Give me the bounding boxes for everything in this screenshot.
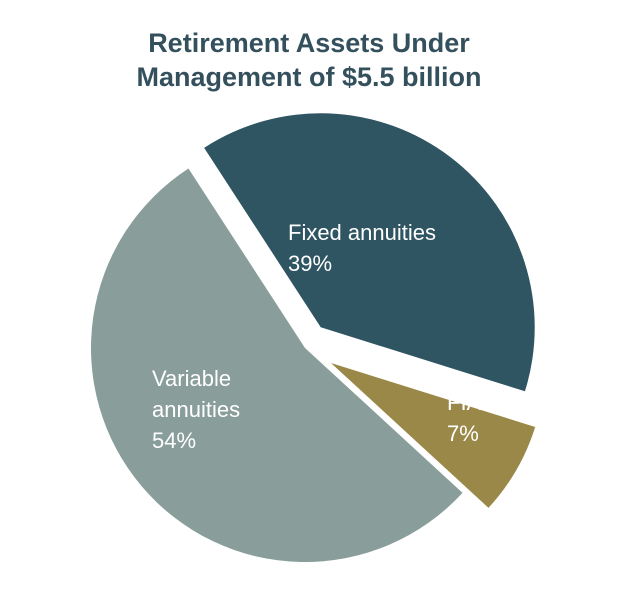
chart-title-line-1: Retirement Assets Under: [148, 28, 470, 58]
slice-label-2-line-0: Variable: [152, 366, 231, 391]
slice-label-0: Fixed annuities 39%: [288, 220, 436, 276]
chart-title-line-2: Management of $5.5 billion: [136, 62, 482, 92]
slice-label-0-line-0: Fixed annuities: [288, 220, 436, 245]
pie-slice-2: [90, 168, 463, 563]
chart-title: Retirement Assets Under Management of $5…: [0, 26, 618, 94]
slice-label-1-line-1: 7%: [447, 421, 479, 446]
slice-label-2-line-2: 54%: [152, 428, 196, 453]
slice-label-0-line-1: 39%: [288, 251, 332, 276]
pie-slice-1: [330, 363, 536, 508]
pie-slice-0: [204, 113, 535, 392]
slice-label-2-line-1: annuities: [152, 397, 240, 422]
slice-label-1-line-0: FIA: [447, 390, 482, 415]
slice-label-1: FIA 7%: [447, 390, 482, 446]
slice-label-2: Variable annuities 54%: [152, 366, 240, 453]
